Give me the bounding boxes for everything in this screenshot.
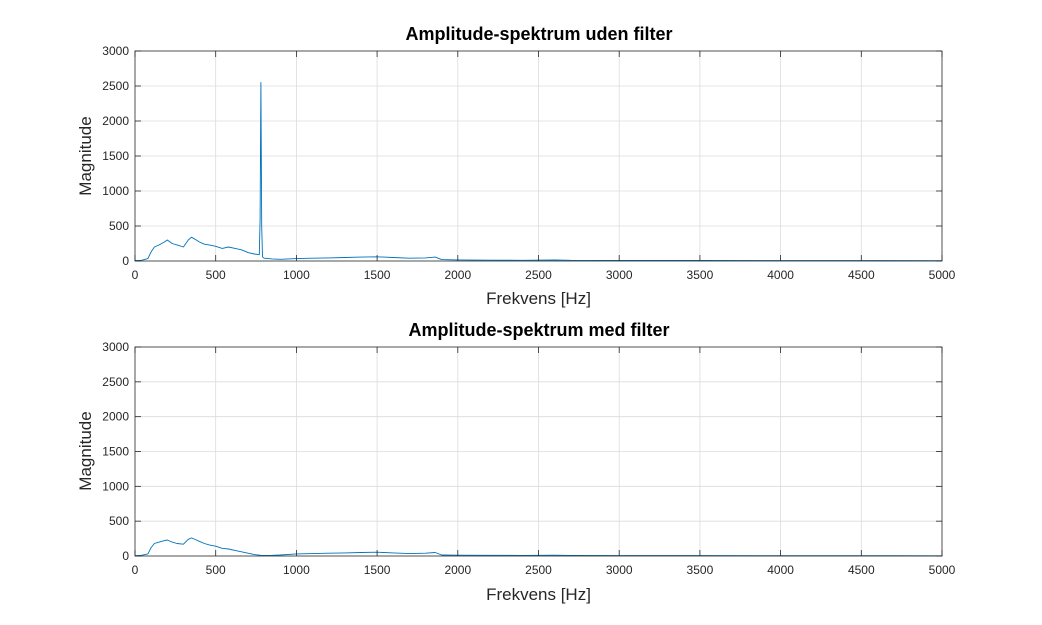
y-tick-label: 2500 [102,375,129,389]
x-tick-label: 2000 [444,268,471,282]
spectrum-line [134,82,943,262]
x-tick-label: 3000 [606,563,633,577]
y-tick-label: 1500 [102,149,129,163]
spectrum-line [134,537,943,557]
x-tick-label: 0 [132,268,139,282]
ticks: 0 500 1000 1500 2000 2500 3000 3500 4000 4500 5000… [102,44,955,282]
y-tick-label: 1000 [102,184,129,198]
y-tick-label: 500 [109,219,129,233]
y-axis-label: Magnitude [76,411,95,490]
x-tick-label: 1500 [364,563,391,577]
x-tick-label: 0 [132,563,139,577]
y-tick-label: 3000 [102,340,129,354]
y-tick-label: 1500 [102,445,129,459]
x-tick-label: 500 [206,268,226,282]
y-tick-label: 0 [122,549,129,563]
x-axis-label: Frekvens [Hz] [486,585,591,604]
y-tick-label: 0 [122,254,129,268]
y-tick-label: 2000 [102,114,129,128]
x-tick-label: 3000 [606,268,633,282]
x-tick-label: 3500 [687,268,714,282]
x-tick-label: 2000 [444,563,471,577]
x-tick-label: 5000 [929,563,956,577]
x-tick-label: 2500 [525,268,552,282]
chart-title: Amplitude-spektrum uden filter [405,24,672,44]
ticks: 0 500 1000 1500 2000 2500 3000 3500 4000 4500 5000… [102,340,955,577]
chart-title: Amplitude-spektrum med filter [408,320,669,340]
y-tick-label: 500 [109,514,129,528]
x-tick-label: 3500 [687,563,714,577]
gridlines [135,51,942,261]
x-tick-label: 1500 [364,268,391,282]
x-tick-label: 1000 [283,563,310,577]
y-tick-label: 2000 [102,410,129,424]
x-tick-label: 5000 [929,268,956,282]
x-tick-label: 2500 [525,563,552,577]
x-tick-label: 4000 [767,563,794,577]
x-tick-label: 4500 [848,268,875,282]
y-tick-label: 1000 [102,479,129,493]
y-tick-label: 2500 [102,79,129,93]
x-tick-label: 1000 [283,268,310,282]
subplot-top: Amplitude-spektrum uden filter 0 500 1000 1… [76,24,956,308]
x-axis-label: Frekvens [Hz] [486,289,591,308]
y-axis-label: Magnitude [76,116,95,195]
x-tick-label: 4000 [767,268,794,282]
y-tick-label: 3000 [102,44,129,58]
x-tick-label: 500 [206,563,226,577]
gridlines [135,347,942,556]
x-tick-label: 4500 [848,563,875,577]
subplot-bottom: Amplitude-spektrum med filter 0 500 1000 15… [76,320,956,604]
